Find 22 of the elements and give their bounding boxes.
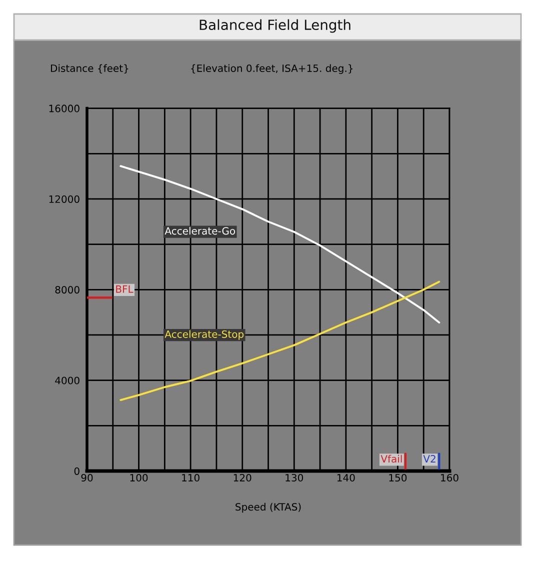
chart-title: Balanced Field Length bbox=[200, 19, 350, 33]
x-tick-label: 160 bbox=[441, 474, 458, 482]
ref-line-label: V2 bbox=[423, 455, 436, 462]
y-tick-label: 0 bbox=[74, 467, 80, 475]
ref-line-label: BFL bbox=[116, 285, 134, 293]
y-tick-label: 8000 bbox=[55, 286, 80, 294]
y-tick-label: 12000 bbox=[49, 195, 80, 203]
ref-line-label: Vfail bbox=[380, 454, 402, 463]
x-tick-label: 150 bbox=[389, 474, 407, 482]
text: Accelerate-Stop bbox=[164, 330, 244, 340]
chart-subtitle: {Elevation 0.feet, ISA+15. deg.} bbox=[191, 64, 353, 74]
x-tick-label: 100 bbox=[130, 474, 148, 482]
x-tick-label: 130 bbox=[286, 474, 304, 482]
series-label: Accelerate-Go bbox=[164, 226, 236, 235]
y-tick-label: 4000 bbox=[55, 376, 80, 384]
x-axis-title: Speed (KTAS) bbox=[236, 502, 301, 513]
y-axis-title: Distance {feet} bbox=[51, 64, 128, 74]
x-tick-label: 90 bbox=[81, 474, 93, 482]
x-tick-label: 120 bbox=[234, 474, 252, 482]
x-tick-label: 140 bbox=[337, 474, 355, 482]
y-tick-label: 16000 bbox=[49, 104, 80, 112]
x-tick-label: 110 bbox=[182, 474, 200, 482]
